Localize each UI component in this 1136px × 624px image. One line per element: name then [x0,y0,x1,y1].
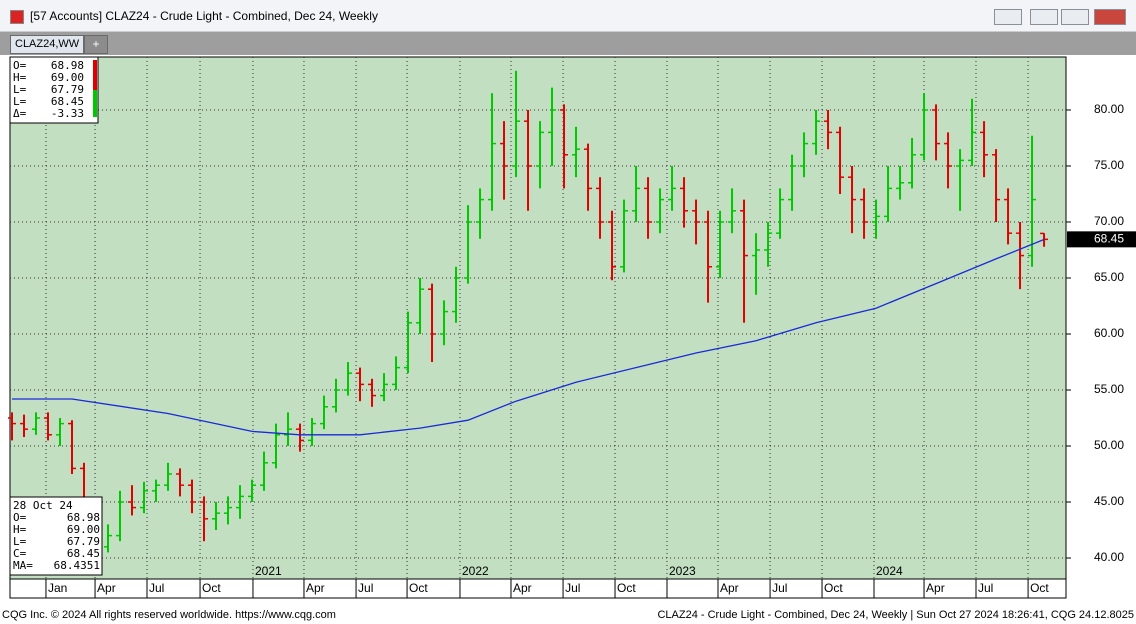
y-tick-label: 40.00 [1094,550,1124,564]
footer-left: CQG Inc. © 2024 All rights reserved worl… [2,609,336,621]
x-tick-label: Jul [358,581,373,595]
tab-row: CLAZ24,WW + [0,32,1136,55]
y-tick-label: 70.00 [1094,214,1124,228]
last-price-label: 68.45 [1094,232,1124,246]
info-value: 69.00 [67,523,100,536]
x-tick-label: Oct [617,581,636,595]
x-tick-label: Apr [306,581,325,595]
x-tick-label: Apr [513,581,532,595]
y-axis-area [1067,57,1136,599]
info-box-bg [9,56,99,124]
window-title: [57 Accounts] CLAZ24 - Crude Light - Com… [30,9,378,23]
x-tick-label: Apr [926,581,945,595]
info-label: C= [13,547,27,560]
info-label: L= [13,83,27,96]
x-tick-label: Jul [565,581,580,595]
link-button[interactable] [994,9,1022,25]
y-tick-label: 75.00 [1094,158,1124,172]
add-tab[interactable]: + [84,35,108,54]
x-tick-label: Jul [149,581,164,595]
last-price-badge [1067,231,1136,248]
app-icon [10,10,24,24]
info-value: 67.79 [67,535,100,548]
x-tick-label: Oct [1030,581,1049,595]
x-tick-label: Apr [97,581,116,595]
x-tick-label: Jul [772,581,787,595]
x-tick-label: 2021 [255,564,282,578]
x-tick-label: Oct [824,581,843,595]
info-date: 28 Oct 24 [13,499,73,512]
x-tick-label: 2023 [669,564,696,578]
footer-right: CLAZ24 - Crude Light - Combined, Dec 24,… [657,609,1134,621]
y-tick-label: 80.00 [1094,102,1124,116]
info-label: H= [13,523,27,536]
moving-average [12,238,1045,436]
info-box: 28 Oct 24O= 68.98 H= 69.00 L= 67.79 C= 68.45 MA=… [9,496,103,576]
x-tick-label: Oct [409,581,428,595]
info-label: O= [13,511,27,524]
info-value: 67.79 [51,83,84,96]
y-tick-label: 45.00 [1094,494,1124,508]
close-button[interactable] [1094,9,1126,25]
y-tick-label: 60.00 [1094,326,1124,340]
x-tick-label: 2022 [462,564,489,578]
plot-area [9,56,1067,580]
info-value: 68.45 [67,547,100,560]
chart-tab[interactable]: CLAZ24,WW [10,35,85,54]
footer: CQG Inc. © 2024 All rights reserved worl… [0,604,1136,624]
info-value: -3.33 [51,107,84,120]
y-tick-label: 55.00 [1094,382,1124,396]
info-box: O= 68.98 H= 69.00 L= 67.79 L= 68.45 Δ= -3.33 [9,56,99,124]
x-tick-label: Oct [202,581,221,595]
info-value: 68.98 [51,59,84,72]
info-label: O= [13,59,27,72]
x-axis-area [9,578,1067,599]
x-tick-label: Jan [48,581,67,595]
x-tick-label: 2024 [876,564,903,578]
info-value: 68.4351 [54,559,100,572]
info-label: L= [13,535,27,548]
title-bar: [57 Accounts] CLAZ24 - Crude Light - Com… [0,0,1136,32]
info-label: MA= [13,559,33,572]
info-label: L= [13,95,27,108]
y-tick-label: 65.00 [1094,270,1124,284]
x-tick-label: Jul [978,581,993,595]
minimize-button[interactable] [1030,9,1058,25]
info-value: 69.00 [51,71,84,84]
info-box-bg [9,496,103,576]
maximize-button[interactable] [1061,9,1089,25]
info-label: Δ= [13,107,27,120]
info-value: 68.45 [51,95,84,108]
info-value: 68.98 [67,511,100,524]
x-tick-label: Apr [720,581,739,595]
info-down-strip [93,60,97,90]
chart: 40.00 45.00 50.00 55.00 60.00 65.00 70.00 75.00… [8,56,1136,599]
y-tick-label: 50.00 [1094,438,1124,452]
info-up-strip [93,90,97,117]
info-label: H= [13,71,27,84]
